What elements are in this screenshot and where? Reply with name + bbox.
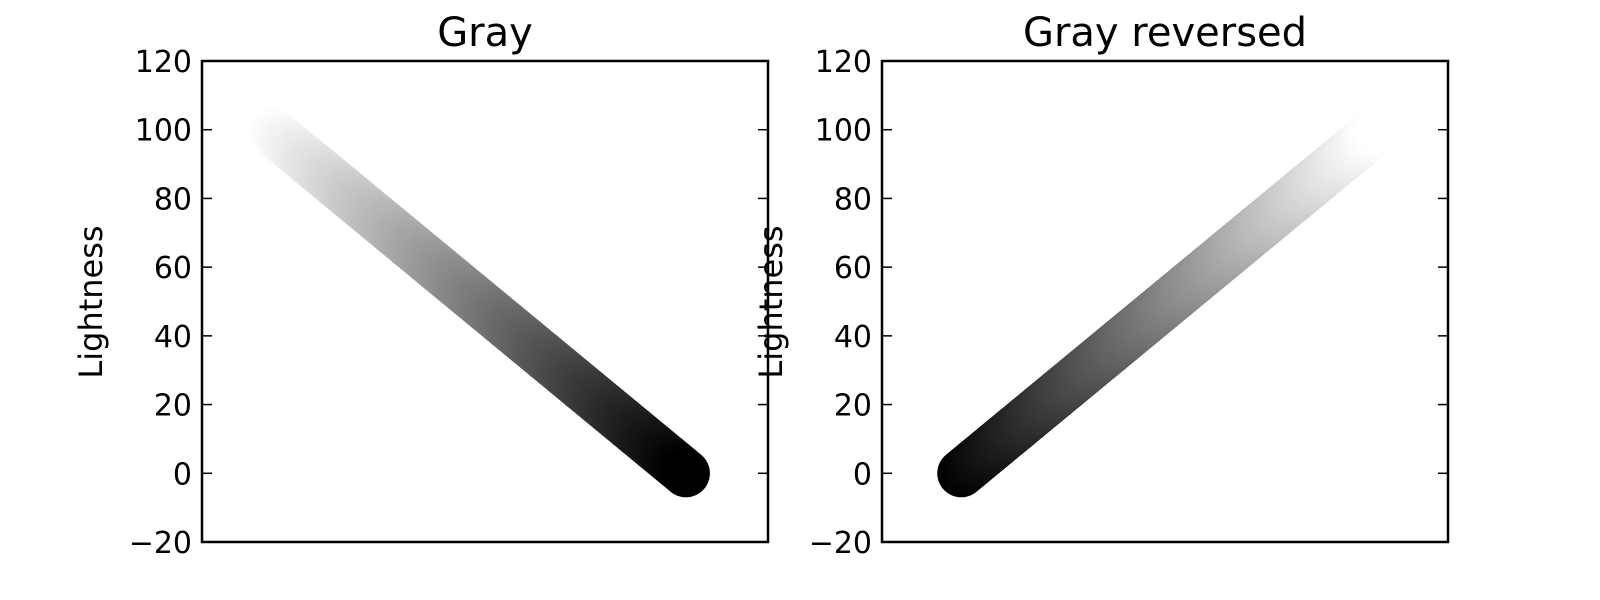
y-tick-label: 120	[815, 45, 872, 80]
y-tick-label: 100	[135, 114, 192, 149]
y-tick-label: 40	[834, 320, 872, 355]
axes-frame	[200, 59, 770, 544]
chart-title: Gray	[437, 10, 533, 56]
y-axis-ticks: −20 0 20 40 60 80 100 120	[809, 45, 1448, 561]
y-tick-label: 40	[154, 320, 192, 355]
y-tick-label: 120	[135, 45, 192, 80]
y-tick-label: 80	[154, 182, 192, 217]
chart-panel-gray-reversed: −20 0 20 40 60 80 100 120 Gray reversed Lightne…	[752, 10, 1450, 561]
chart-panel-gray: −20 0 20 40 60 80 100 120 Gray Lightness	[72, 10, 770, 561]
y-tick-label: 20	[834, 389, 872, 424]
y-tick-label: 20	[154, 389, 192, 424]
axes-frame	[880, 59, 1450, 544]
y-tick-label: 0	[853, 457, 872, 492]
data-point	[661, 449, 710, 498]
y-tick-label: 100	[815, 114, 872, 149]
gray-reversed-gradient-line	[937, 105, 1402, 498]
y-tick-label: −20	[809, 526, 872, 561]
y-tick-label: 80	[834, 182, 872, 217]
y-tick-label: −20	[129, 526, 192, 561]
y-tick-label: 0	[173, 457, 192, 492]
y-axis-ticks: −20 0 20 40 60 80 100 120	[129, 45, 768, 561]
data-point	[1353, 105, 1402, 154]
gray-gradient-line	[245, 105, 710, 498]
y-axis-label: Lightness	[752, 225, 790, 378]
y-tick-label: 60	[834, 251, 872, 286]
y-axis-label: Lightness	[72, 225, 110, 378]
y-tick-label: 60	[154, 251, 192, 286]
chart-title: Gray reversed	[1023, 10, 1307, 56]
